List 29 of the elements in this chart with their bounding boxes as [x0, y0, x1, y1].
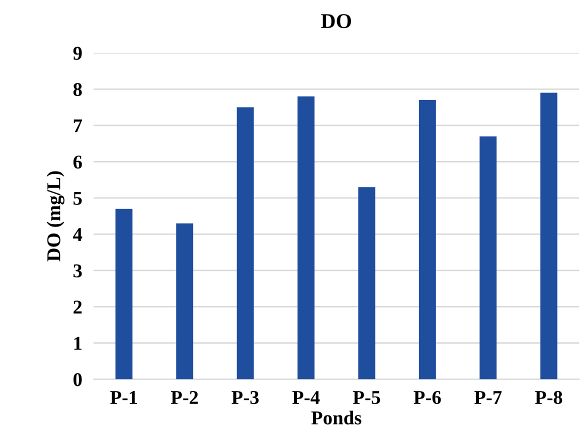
x-tick-label: P-8 [535, 390, 562, 404]
bar [358, 187, 376, 380]
x-tick-label: P-4 [292, 391, 320, 404]
y-tick-label: 0 [74, 373, 82, 386]
x-tick-label: P-6 [414, 390, 441, 404]
x-tick-label: P-7 [474, 391, 502, 404]
y-tick-label: 6 [73, 156, 82, 169]
x-tick-label: P-5 [353, 391, 380, 404]
y-tick-label: 4 [73, 228, 82, 241]
bar [480, 136, 497, 380]
x-tick-label: P-1 [110, 391, 137, 404]
y-tick-label: 2 [74, 300, 82, 314]
bar [236, 107, 254, 380]
y-tick-label: 7 [74, 119, 82, 132]
y-axis-title: DO (mg/L) [46, 171, 64, 262]
y-tick-label: 5 [74, 192, 82, 205]
bar [540, 92, 558, 380]
y-tick-label: 8 [73, 82, 82, 96]
bar [418, 100, 436, 380]
x-tick-label: P-2 [170, 390, 198, 404]
y-tick-label: 3 [74, 264, 82, 278]
y-tick-label: 9 [73, 46, 82, 60]
bar [176, 223, 194, 380]
x-axis-title: Ponds [311, 410, 362, 424]
bar [298, 96, 315, 380]
bar [115, 208, 132, 380]
y-tick-label: 1 [74, 336, 82, 350]
chart-title: DO [321, 14, 351, 28]
x-tick-label: P-3 [232, 390, 259, 404]
